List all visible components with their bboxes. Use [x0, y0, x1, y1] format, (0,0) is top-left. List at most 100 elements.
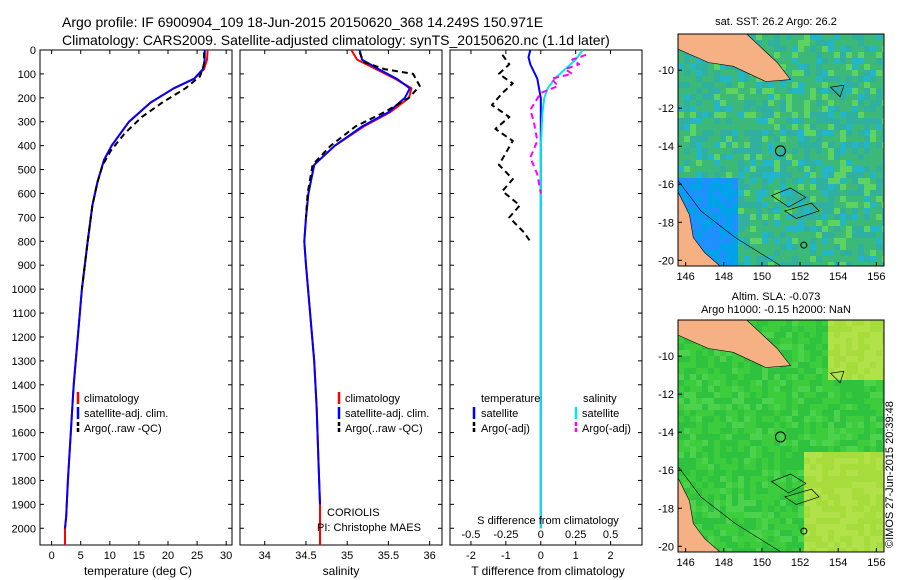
- map-cell: [708, 368, 714, 374]
- map-cell: [810, 362, 816, 368]
- map-cell: [864, 344, 870, 350]
- map-cell: [804, 374, 810, 380]
- map-cell: [846, 58, 852, 64]
- map-cell: [810, 506, 816, 512]
- map-cell: [720, 202, 726, 208]
- map-cell: [774, 238, 780, 244]
- map-cell: [786, 458, 792, 464]
- map-cell: [882, 82, 884, 88]
- map-cell: [684, 82, 690, 88]
- map-cell: [786, 64, 792, 70]
- map-cell: [870, 100, 876, 106]
- map-cell: [684, 464, 690, 470]
- map-cell: [750, 250, 756, 256]
- map-cell: [792, 148, 798, 154]
- map-cell: [870, 226, 876, 232]
- map-cell: [876, 368, 882, 374]
- map-cell: [846, 392, 852, 398]
- map-cell: [828, 220, 834, 226]
- map-cell: [840, 434, 846, 440]
- map-cell: [810, 458, 816, 464]
- x2-tick-label: -0.5: [461, 529, 480, 541]
- map-cell: [864, 356, 870, 362]
- map-cell: [678, 440, 684, 446]
- map-cell: [792, 154, 798, 160]
- map-cell: [828, 320, 834, 326]
- map-cell: [768, 154, 774, 160]
- map-cell: [780, 94, 786, 100]
- map-cell: [876, 458, 882, 464]
- map-cell: [708, 476, 714, 482]
- map-cell: [762, 512, 768, 518]
- map-cell: [852, 386, 858, 392]
- map-cell: [696, 458, 702, 464]
- map-cell: [744, 404, 750, 410]
- map-cell: [774, 118, 780, 124]
- map-cell: [846, 386, 852, 392]
- map-cell: [774, 452, 780, 458]
- map-cell: [678, 64, 684, 70]
- map-cell: [840, 380, 846, 386]
- map-cell: [780, 530, 786, 536]
- map-cell: [828, 374, 834, 380]
- map-cell: [870, 160, 876, 166]
- map-cell: [744, 512, 750, 518]
- map-cell: [684, 178, 690, 184]
- argo-position-marker: [774, 431, 786, 443]
- map-cell: [798, 326, 804, 332]
- map-cell: [786, 40, 792, 46]
- map-cell: [810, 404, 816, 410]
- map-cell: [708, 166, 714, 172]
- map-cell: [870, 494, 876, 500]
- map-cell: [780, 518, 786, 524]
- map-cell: [738, 368, 744, 374]
- map-cell: [678, 434, 684, 440]
- map-cell: [804, 494, 810, 500]
- map-cell: [834, 232, 840, 238]
- map-cell: [738, 386, 744, 392]
- map-cell: [864, 214, 870, 220]
- map-cell: [702, 118, 708, 124]
- map-cell: [834, 76, 840, 82]
- map-cell: [702, 124, 708, 130]
- map-cell: [864, 262, 870, 266]
- map-cell: [678, 124, 684, 130]
- map-cell: [834, 404, 840, 410]
- map-cell: [876, 202, 882, 208]
- map-cell: [690, 416, 696, 422]
- map-cell: [678, 350, 684, 356]
- map-cell: [852, 226, 858, 232]
- map-cell: [756, 374, 762, 380]
- y-tick-label: 500: [18, 165, 36, 177]
- map-cell: [876, 130, 882, 136]
- map-cell: [744, 220, 750, 226]
- map-cell: [864, 226, 870, 232]
- map-cell: [684, 148, 690, 154]
- map-cell: [792, 374, 798, 380]
- map-cell: [726, 112, 732, 118]
- map-y-tick-label: -16: [658, 179, 674, 191]
- map-cell: [714, 524, 720, 530]
- map-cell: [768, 440, 774, 446]
- map-cell: [714, 350, 720, 356]
- map-y-tick-label: -10: [658, 351, 674, 363]
- series-line-argo-raw-qc-: [80, 52, 206, 290]
- map-cell: [852, 458, 858, 464]
- map-cell: [786, 202, 792, 208]
- map-cell: [756, 530, 762, 536]
- map-cell: [678, 136, 684, 142]
- map-cell: [696, 70, 702, 76]
- map-cell: [786, 220, 792, 226]
- map-cell: [870, 362, 876, 368]
- map-cell: [726, 452, 732, 458]
- map-cell: [774, 220, 780, 226]
- map-cell: [852, 214, 858, 220]
- map-cell: [702, 530, 708, 536]
- map-cell: [822, 410, 828, 416]
- map-cell: [714, 82, 720, 88]
- coriolis-label: CORIOLIS: [327, 507, 380, 519]
- map-cell: [792, 118, 798, 124]
- map-cell: [762, 208, 768, 214]
- map-cell: [792, 52, 798, 58]
- map-x-tick-label: 150: [753, 271, 771, 283]
